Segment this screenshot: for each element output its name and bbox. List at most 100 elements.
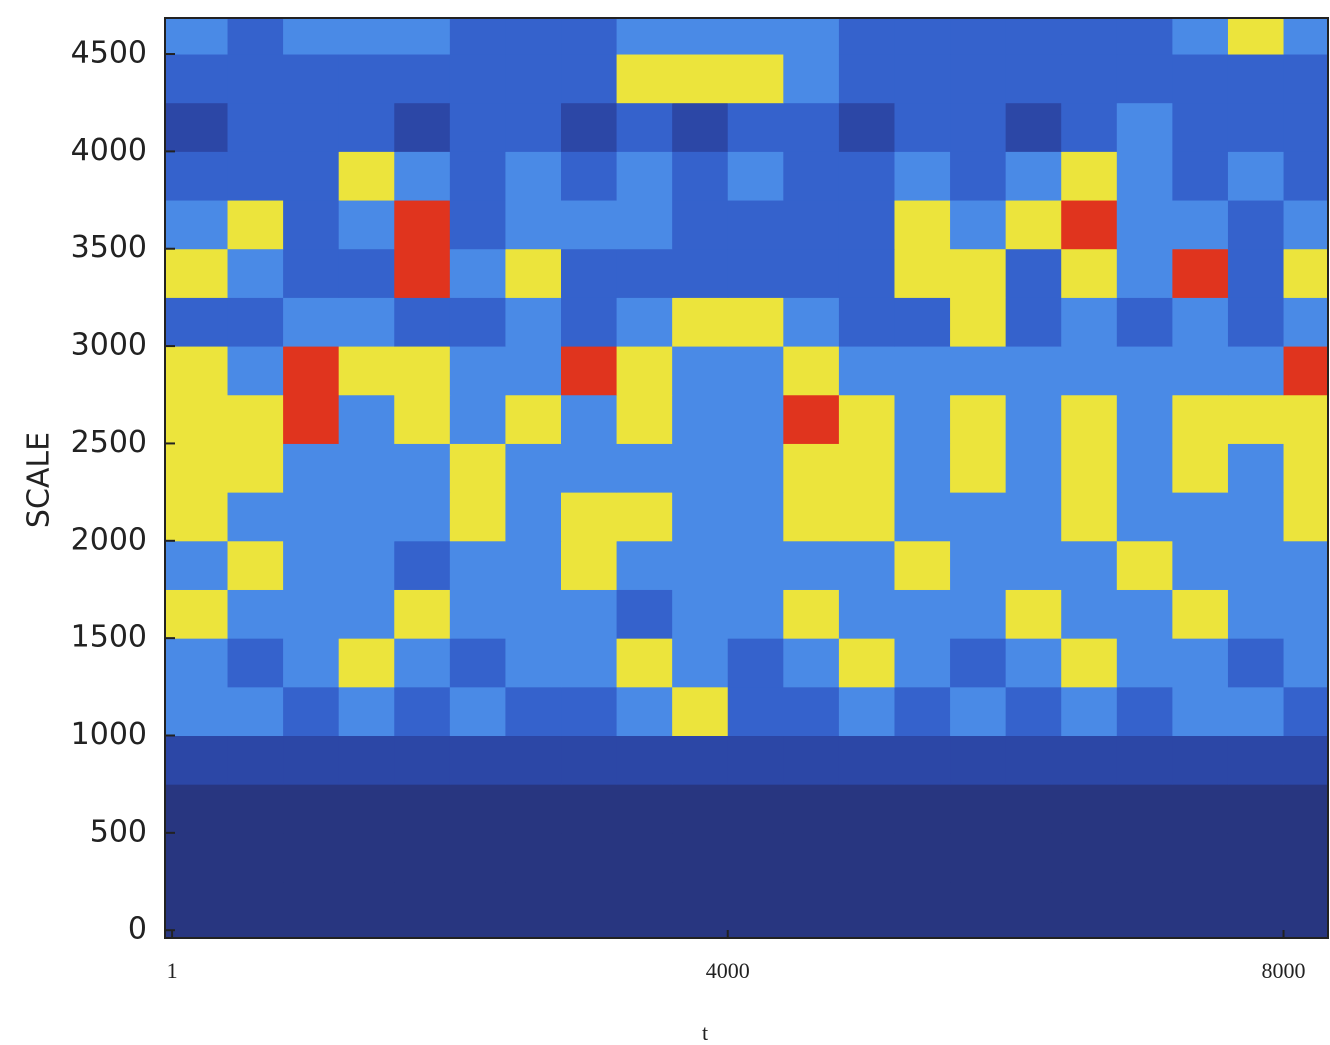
heatmap-cell	[950, 443, 1007, 493]
heatmap-cell	[505, 638, 562, 688]
heatmap-cell	[1005, 54, 1062, 104]
heatmap-cell	[727, 589, 784, 639]
heatmap-cell	[1227, 589, 1285, 639]
heatmap-cell	[338, 297, 395, 347]
heatmap-cell	[449, 638, 506, 688]
x-tick-label: 4000	[706, 958, 750, 983]
heatmap-cell	[950, 540, 1007, 590]
heatmap-cell	[561, 832, 618, 883]
heatmap-cell	[283, 638, 340, 688]
heatmap-cell	[1005, 443, 1062, 493]
heatmap-cell	[394, 102, 451, 152]
heatmap-cell	[616, 540, 673, 590]
heatmap-cell	[1227, 248, 1285, 298]
heatmap-cell	[838, 492, 895, 542]
heatmap-cell	[894, 151, 951, 201]
heatmap-cell	[616, 102, 673, 152]
y-tick-label: 3000	[71, 328, 147, 363]
heatmap-cell	[616, 832, 673, 883]
heatmap-cell	[616, 297, 673, 347]
heatmap-cell	[1005, 686, 1062, 737]
heatmap-cell	[1005, 881, 1062, 939]
heatmap-cell	[894, 589, 951, 639]
heatmap-cell	[1283, 151, 1329, 201]
heatmap-cell	[894, 248, 951, 298]
heatmap-cell	[227, 638, 284, 688]
heatmap-cell	[1283, 102, 1329, 152]
heatmap-cell	[1172, 151, 1229, 201]
heatmap-cell	[165, 492, 229, 542]
heatmap-cell	[283, 297, 340, 347]
heatmap-cell	[1061, 881, 1118, 939]
heatmap-cell	[394, 200, 451, 250]
heatmap-cell	[950, 102, 1007, 152]
heatmap-cell	[783, 102, 840, 152]
heatmap-cell	[394, 248, 451, 298]
heatmap-cell	[1061, 832, 1118, 883]
heatmap-cell	[727, 248, 784, 298]
heatmap-cell	[338, 394, 395, 444]
heatmap-cell	[394, 784, 451, 834]
heatmap-cell	[394, 686, 451, 737]
heatmap-cell	[394, 492, 451, 542]
heatmap-cell	[505, 686, 562, 737]
heatmap-cell	[1172, 881, 1229, 939]
heatmap-cell	[561, 784, 618, 834]
heatmap-cell	[1116, 638, 1173, 688]
heatmap-cell	[1227, 18, 1285, 55]
heatmap-cell	[1283, 54, 1329, 104]
heatmap-cell	[1227, 54, 1285, 104]
heatmap-cell	[783, 151, 840, 201]
heatmap-cell	[1005, 346, 1062, 396]
heatmap-cell	[950, 200, 1007, 250]
heatmap-cell	[1005, 492, 1062, 542]
heatmap-cell	[783, 346, 840, 396]
heatmap-cell	[1283, 200, 1329, 250]
heatmap-cell	[1116, 686, 1173, 737]
heatmap-cell	[672, 540, 729, 590]
heatmap-cell	[505, 151, 562, 201]
heatmap-cell	[616, 346, 673, 396]
heatmap-cell	[838, 443, 895, 493]
heatmap-cell	[616, 784, 673, 834]
heatmap-cell	[561, 18, 618, 55]
heatmap-cell	[672, 18, 729, 55]
heatmap-cell	[894, 540, 951, 590]
heatmap-cell	[672, 346, 729, 396]
heatmap-cell	[394, 832, 451, 883]
heatmap-cell	[1061, 346, 1118, 396]
heatmap-cell	[449, 297, 506, 347]
heatmap-cell	[1172, 589, 1229, 639]
heatmap-cell	[505, 18, 562, 55]
heatmap-cell	[1116, 540, 1173, 590]
heatmap-cell	[1172, 297, 1229, 347]
heatmap-cell	[783, 540, 840, 590]
heatmap-cell	[505, 102, 562, 152]
heatmap-cell	[561, 54, 618, 104]
heatmap-cell	[165, 540, 229, 590]
heatmap-cell	[449, 881, 506, 939]
heatmap-cell	[561, 394, 618, 444]
heatmap-cell	[727, 540, 784, 590]
heatmap-cell	[1061, 297, 1118, 347]
heatmap-cell	[338, 54, 395, 104]
heatmap-cell	[1005, 832, 1062, 883]
heatmap-cell	[165, 443, 229, 493]
heatmap-cell	[394, 443, 451, 493]
heatmap-cell	[1172, 686, 1229, 737]
heatmap-cell	[838, 686, 895, 737]
heatmap-cell	[894, 54, 951, 104]
heatmap-cell	[1227, 832, 1285, 883]
heatmap-cell	[338, 784, 395, 834]
heatmap-cell	[783, 881, 840, 939]
heatmap-cell	[165, 735, 229, 785]
heatmap-cell	[227, 881, 284, 939]
heatmap-cell	[783, 686, 840, 737]
heatmap-cell	[727, 832, 784, 883]
heatmap-cell	[227, 540, 284, 590]
heatmap-cell	[894, 832, 951, 883]
heatmap-cell	[1283, 346, 1329, 396]
heatmap-cell	[1227, 784, 1285, 834]
heatmap-cell	[227, 54, 284, 104]
